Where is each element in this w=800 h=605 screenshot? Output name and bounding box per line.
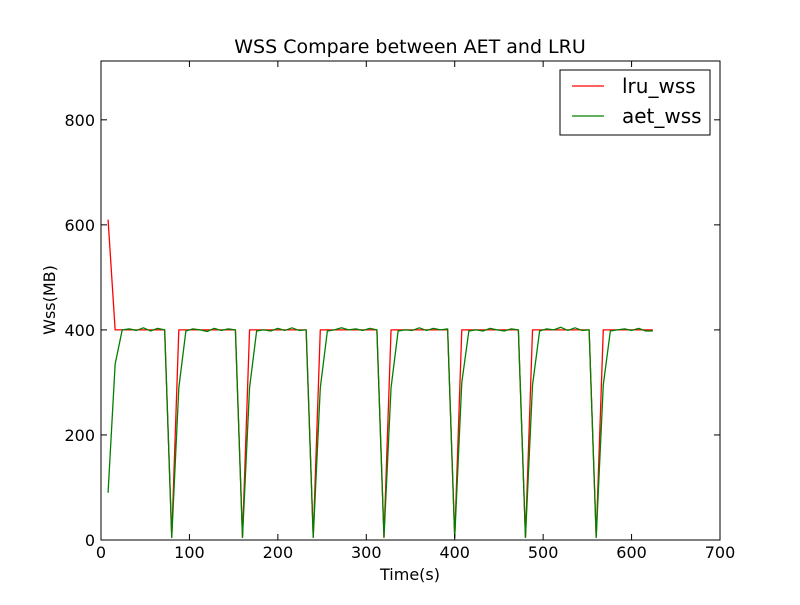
series-line-lru_wss	[107, 219, 653, 539]
y-tick-label: 0	[85, 531, 95, 550]
y-tick-label: 200	[64, 426, 95, 445]
x-tick-label: 600	[616, 543, 647, 562]
x-tick-label: 300	[351, 543, 382, 562]
x-axis-label: Time(s)	[379, 565, 440, 584]
x-tick-label: 400	[439, 543, 470, 562]
x-tick-label: 700	[705, 543, 736, 562]
x-axis-ticks: 0 100 200 300 400 500 600 700	[96, 61, 735, 562]
y-axis-label: Wss(MB)	[40, 265, 59, 335]
legend-label-lru_wss: lru_wss	[622, 74, 696, 98]
y-tick-label: 400	[64, 321, 95, 340]
y-axis-ticks: 0 200 400 600 800	[64, 111, 720, 550]
x-tick-label: 200	[263, 543, 294, 562]
y-tick-label: 800	[64, 111, 95, 130]
legend: lru_wss aet_wss	[559, 69, 711, 136]
plot-frame	[100, 60, 721, 541]
x-tick-label: 100	[174, 543, 205, 562]
plot-area	[100, 60, 721, 541]
y-tick-label: 600	[64, 216, 95, 235]
x-tick-label: 0	[96, 543, 106, 562]
legend-label-aet_wss: aet_wss	[622, 104, 702, 128]
series-line-aet_wss	[107, 326, 653, 539]
legend-box	[559, 69, 711, 136]
x-tick-label: 500	[528, 543, 559, 562]
chart-title: WSS Compare between AET and LRU	[234, 36, 586, 58]
